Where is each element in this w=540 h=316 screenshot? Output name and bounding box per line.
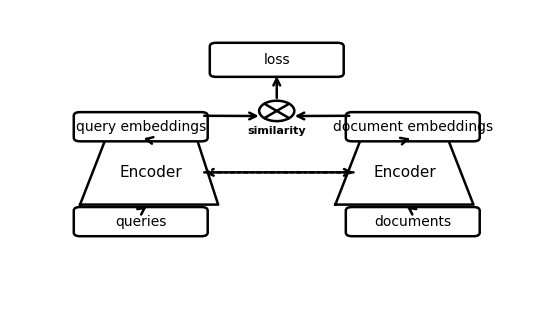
Text: Encoder: Encoder (373, 165, 436, 180)
Text: document embeddings: document embeddings (333, 120, 493, 134)
Circle shape (259, 101, 294, 121)
FancyBboxPatch shape (210, 43, 343, 77)
FancyBboxPatch shape (346, 207, 480, 236)
Text: documents: documents (374, 215, 451, 229)
FancyBboxPatch shape (346, 112, 480, 141)
Text: query embeddings: query embeddings (76, 120, 206, 134)
FancyBboxPatch shape (74, 207, 208, 236)
FancyBboxPatch shape (74, 112, 208, 141)
Text: similarity: similarity (247, 125, 306, 136)
Text: loss: loss (264, 53, 290, 67)
Text: queries: queries (115, 215, 166, 229)
Text: Encoder: Encoder (120, 165, 183, 180)
